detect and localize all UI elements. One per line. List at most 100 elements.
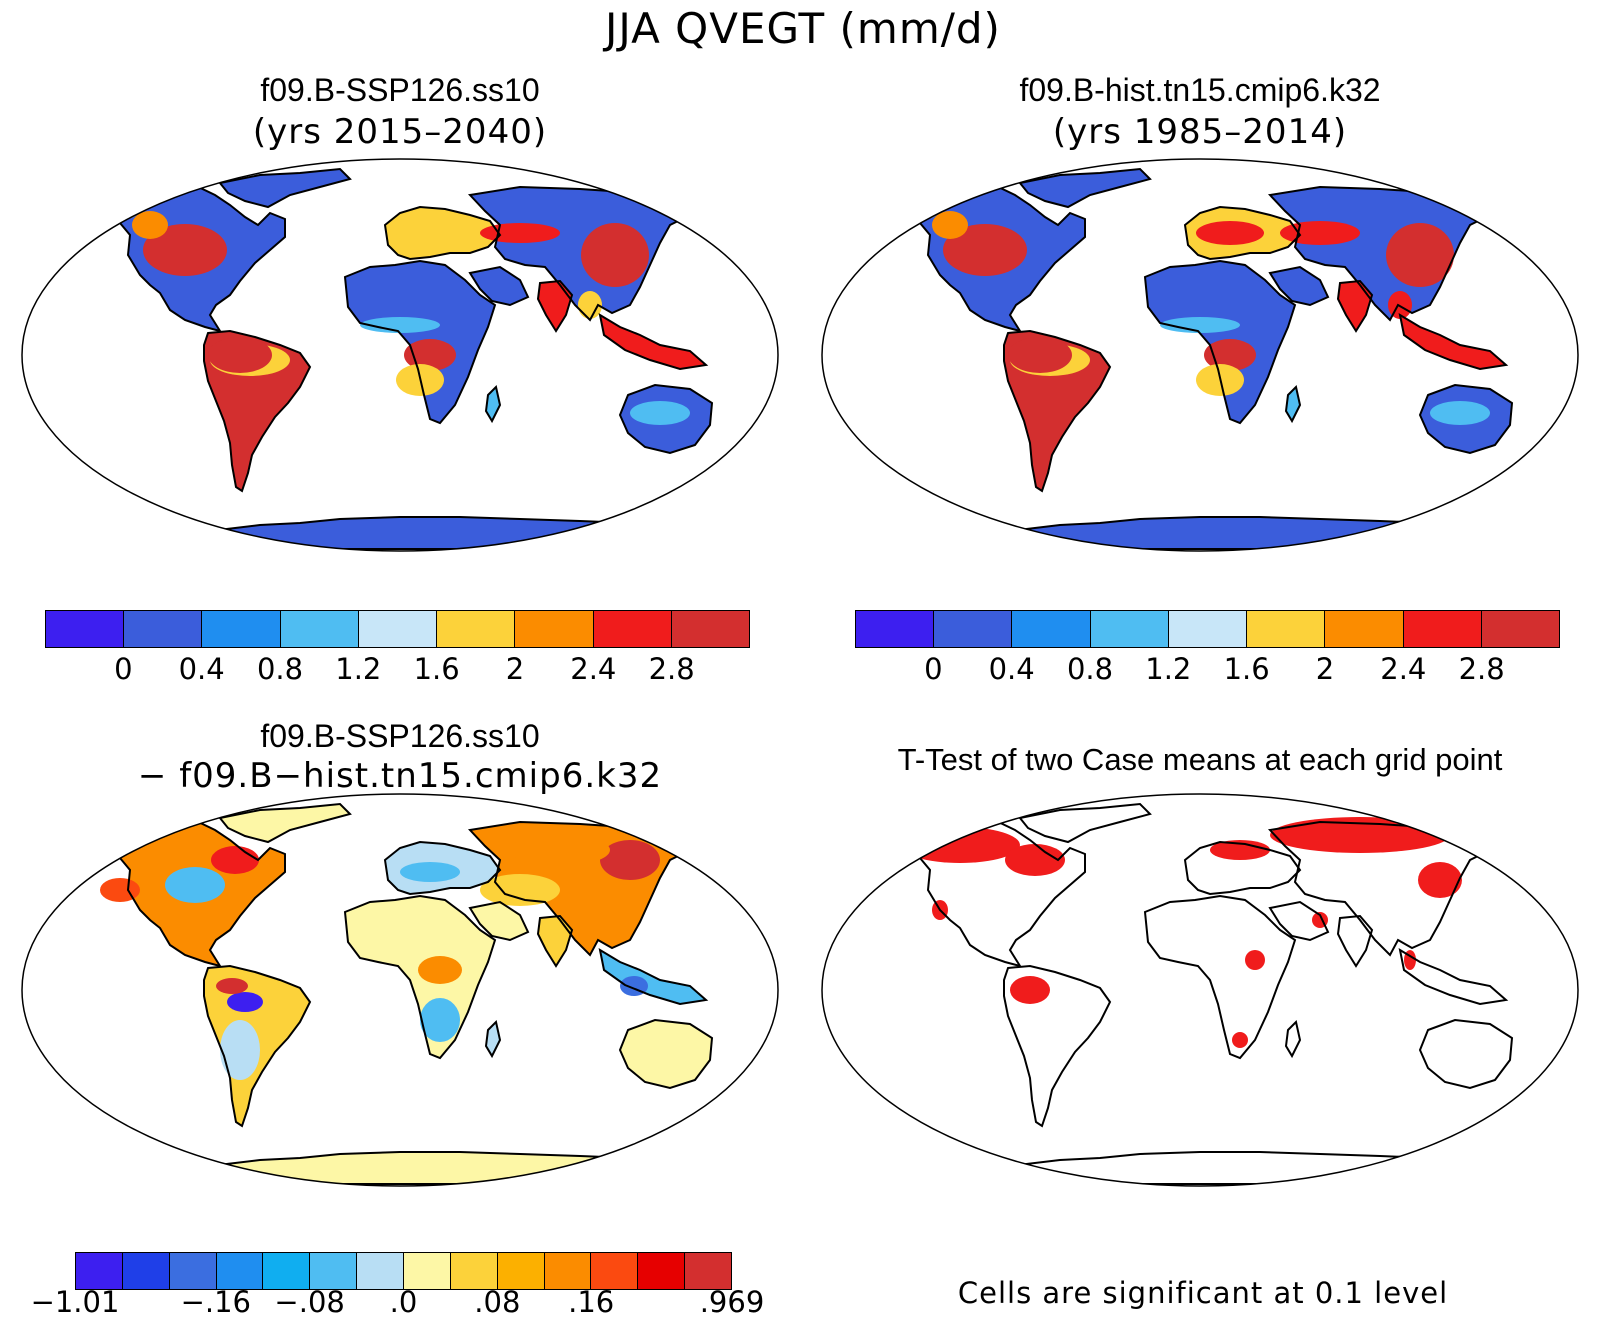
field-patch bbox=[100, 878, 140, 902]
colorbar-swatch bbox=[46, 611, 125, 647]
field-patch bbox=[900, 827, 1020, 863]
colorbar-swatch bbox=[216, 1253, 264, 1289]
colorbar-tick-label: 2.4 bbox=[1380, 652, 1427, 686]
coastline-greenland bbox=[218, 802, 352, 844]
coastline-south-america bbox=[1003, 964, 1112, 1128]
coastline-africa bbox=[1143, 259, 1297, 425]
coastline-australia bbox=[618, 383, 714, 455]
colorbar-swatch bbox=[856, 611, 935, 647]
land-greenland bbox=[1020, 169, 1150, 207]
field-patch bbox=[227, 992, 263, 1012]
panel1-subtitle: (yrs 2015–2040) bbox=[252, 112, 548, 152]
coastline-australia bbox=[618, 1018, 714, 1090]
colorbar-swatch bbox=[358, 611, 438, 647]
field-patch bbox=[1418, 862, 1462, 898]
map-border bbox=[21, 793, 779, 1187]
coastline-madagascar bbox=[484, 1020, 502, 1059]
coastline-africa bbox=[343, 894, 497, 1060]
coastline-europe bbox=[383, 205, 502, 261]
colorbar-tick-label: 0 bbox=[114, 652, 133, 686]
colorbar-swatch bbox=[263, 1253, 311, 1289]
colorbar-tick-label: 0.8 bbox=[1066, 652, 1114, 686]
panel2-title: f09.B-hist.tn15.cmip6.k32 bbox=[1019, 72, 1381, 108]
colorbar-swatch bbox=[593, 611, 672, 647]
coastline-india bbox=[1336, 279, 1374, 333]
colorbar-swatch bbox=[591, 1253, 639, 1289]
colorbar-swatch bbox=[671, 611, 749, 647]
colorbar-swatch bbox=[1481, 611, 1559, 647]
colorbar-tick-label: 1.6 bbox=[413, 652, 460, 686]
coastline-se-asia bbox=[1398, 312, 1509, 371]
colorbar-tick-label: 2.8 bbox=[1458, 652, 1505, 686]
land-madagascar bbox=[486, 1022, 500, 1056]
panel2-subtitle: (yrs 1985–2014) bbox=[1052, 112, 1348, 152]
colorbar-tick-label: −1.01 bbox=[30, 1285, 120, 1319]
coastline-arabia bbox=[468, 265, 530, 307]
colorbar-swatch bbox=[685, 1253, 732, 1289]
colorbar-tick-label: 0.4 bbox=[988, 652, 1035, 686]
coastline-india bbox=[536, 279, 574, 333]
coastline-arabia bbox=[1268, 265, 1330, 307]
field-patch bbox=[400, 862, 460, 882]
field-patch bbox=[510, 834, 610, 866]
map-panel-4 bbox=[821, 793, 1579, 1187]
colorbar-tick-label: 2 bbox=[1315, 652, 1335, 686]
colorbar-swatch bbox=[280, 611, 359, 647]
field-patch bbox=[1386, 223, 1454, 287]
field-patch bbox=[165, 867, 225, 903]
colorbar-tick-label: −.16 bbox=[180, 1285, 251, 1319]
colorbar-tick-label: 0.8 bbox=[256, 652, 304, 686]
field-patch bbox=[1005, 844, 1065, 876]
colorbar-swatch bbox=[437, 611, 516, 647]
colorbar-swatch bbox=[544, 1253, 592, 1289]
field-patch bbox=[143, 224, 227, 276]
coastline-europe bbox=[1183, 205, 1302, 261]
field-patch bbox=[932, 211, 968, 239]
coastline-greenland bbox=[218, 167, 352, 209]
land-asia bbox=[470, 187, 690, 320]
field-patch bbox=[220, 1020, 260, 1080]
colorbar-swatch bbox=[450, 1253, 498, 1289]
colorbar-tick-label: 2 bbox=[505, 652, 525, 686]
coastline-madagascar bbox=[1284, 1020, 1302, 1059]
colorbar-swatch bbox=[1168, 611, 1248, 647]
colorbar-tick-label: 2.8 bbox=[648, 652, 695, 686]
coastline-greenland bbox=[1018, 802, 1152, 844]
coastline-india bbox=[536, 914, 574, 968]
field-patch bbox=[480, 874, 560, 906]
colorbar-panel-2 bbox=[855, 610, 1560, 648]
land-africa bbox=[1145, 896, 1295, 1058]
main-title: JJA QVEGT (mm/d) bbox=[605, 4, 1001, 53]
colorbar-swatch bbox=[404, 1253, 451, 1289]
map-panel-3 bbox=[21, 793, 779, 1187]
field-patch bbox=[396, 221, 464, 245]
panel3-subtitle: − f09.B−hist.tn15.cmip6.k32 bbox=[137, 756, 663, 796]
ttest-note: Cells are significant at 0.1 level bbox=[957, 1276, 1449, 1310]
field-patch bbox=[578, 291, 602, 319]
field-patch bbox=[1196, 221, 1264, 245]
field-patch bbox=[1245, 950, 1265, 970]
field-patch bbox=[418, 956, 462, 984]
land-australia bbox=[620, 1020, 712, 1088]
colorbar-swatch bbox=[122, 1253, 170, 1289]
coastline-greenland bbox=[1018, 167, 1152, 209]
colorbar-swatch bbox=[310, 1253, 358, 1289]
field-patch bbox=[1430, 401, 1490, 425]
colorbar-swatch bbox=[515, 611, 594, 647]
coastline-africa bbox=[343, 259, 497, 425]
field-patch bbox=[420, 998, 460, 1042]
map-panel-1 bbox=[21, 158, 779, 552]
colorbar-tick-label: 0.4 bbox=[178, 652, 225, 686]
coastline-south-america bbox=[1003, 329, 1112, 493]
field-patch bbox=[581, 223, 649, 287]
field-patch bbox=[1210, 840, 1270, 860]
coastline-arabia bbox=[468, 900, 530, 942]
field-patch bbox=[911, 201, 939, 219]
field-patch bbox=[630, 401, 690, 425]
panel3-title: f09.B-SSP126.ss10 bbox=[260, 718, 540, 754]
coastline-madagascar bbox=[484, 385, 502, 424]
coastline-se-asia bbox=[1398, 947, 1509, 1006]
colorbar-swatch bbox=[169, 1253, 217, 1289]
land-asia bbox=[1270, 822, 1490, 955]
coastline-europe bbox=[1183, 840, 1302, 896]
